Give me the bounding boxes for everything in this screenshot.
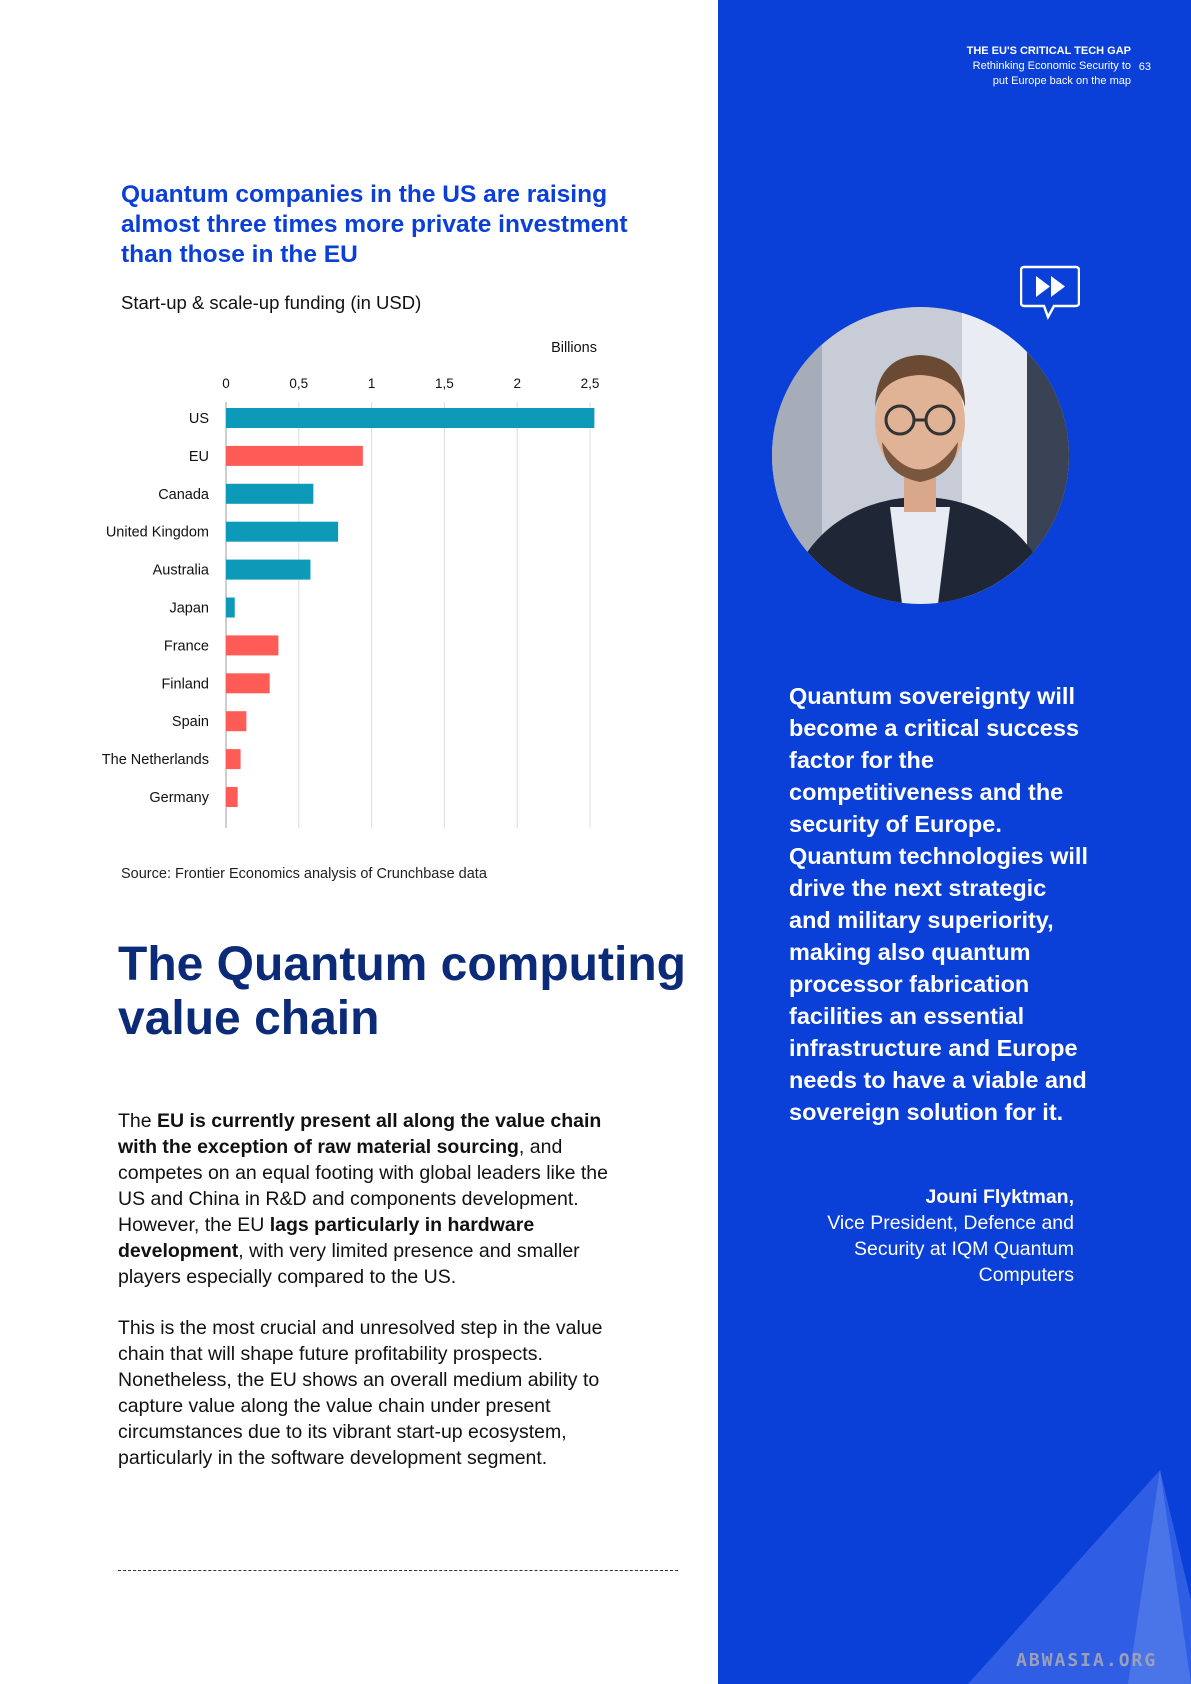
chart-source: Source: Frontier Economics analysis of C…	[121, 866, 487, 882]
watermark-text: ABWASIA.ORG	[1016, 1650, 1158, 1671]
bar-us	[226, 408, 595, 428]
x-tick-label: 0	[222, 376, 230, 391]
bar-eu	[226, 445, 363, 466]
category-label: Canada	[158, 487, 210, 503]
category-label: Spain	[172, 714, 209, 730]
chart-subtitle: Start-up & scale-up funding (in USD)	[121, 292, 422, 313]
quote-panel	[718, 0, 1191, 1684]
quote-attribution: Jouni Flyktman, Vice President, Defence …	[774, 1184, 1074, 1288]
funding-bar-chart: Billions 0 0,5 1 1,5 2 2,5 US EU Canada United Kin…	[102, 340, 600, 828]
report-subtitle-2: put Europe back on the map	[992, 75, 1131, 87]
bar-australia	[226, 559, 311, 580]
para1-run: lags particularly in hardware developmen…	[118, 1214, 535, 1262]
body-paragraph-2: This is the most crucial and unresolved …	[118, 1317, 603, 1469]
para1-run: , and competes on an equal footing with …	[118, 1136, 608, 1236]
section-heading: The Quantum computing value chain	[118, 938, 686, 1045]
report-subtitle-1: Rethinking Economic Security to	[972, 60, 1131, 72]
decorative-triangle	[968, 1470, 1191, 1684]
category-label: EU	[189, 449, 209, 465]
x-tick-label: 2,5	[581, 376, 600, 391]
para1-run: EU is currently present all along the va…	[118, 1110, 602, 1158]
quote-bubble-icon	[1020, 265, 1080, 321]
bar-spain	[226, 711, 247, 732]
bar-france	[226, 635, 279, 656]
quote-author: Jouni Flyktman,	[925, 1186, 1074, 1208]
bar-germany	[226, 787, 238, 807]
category-label: Finland	[161, 676, 209, 692]
para1-run: , with very limited presence and smaller…	[118, 1240, 580, 1288]
page-number: 63	[1138, 61, 1151, 73]
bar-finland	[226, 673, 270, 694]
category-label: The Netherlands	[102, 752, 209, 768]
chart-title: Quantum companies in the US are raising …	[121, 181, 628, 268]
quote-text: Quantum sovereignty will become a critic…	[789, 683, 1088, 1125]
category-label: France	[164, 638, 209, 654]
category-label: Japan	[169, 601, 209, 617]
bar-japan	[226, 597, 235, 618]
unit-label: Billions	[551, 340, 597, 356]
category-label: Australia	[153, 563, 210, 579]
quote-author-role: Vice President, Defence and Security at …	[827, 1212, 1074, 1286]
body-paragraph-1: The EU is currently present all along th…	[118, 1108, 638, 1290]
dashed-divider	[118, 1570, 678, 1571]
bar-the-netherlands	[226, 749, 241, 770]
para1-run: The	[118, 1110, 158, 1132]
category-label: Germany	[149, 790, 209, 806]
x-tick-label: 2	[513, 376, 521, 391]
bar-canada	[226, 483, 314, 504]
speaker-portrait	[772, 307, 1069, 604]
x-tick-label: 1	[368, 376, 376, 391]
x-tick-label: 0,5	[289, 376, 308, 391]
category-label: United Kingdom	[106, 525, 209, 541]
report-header: THE EU'S CRITICAL TECH GAP Rethinking Ec…	[911, 44, 1131, 89]
category-label: US	[189, 411, 209, 427]
report-title: THE EU'S CRITICAL TECH GAP	[966, 45, 1131, 57]
bar-united-kingdom	[226, 521, 339, 542]
x-tick-label: 1,5	[435, 376, 454, 391]
